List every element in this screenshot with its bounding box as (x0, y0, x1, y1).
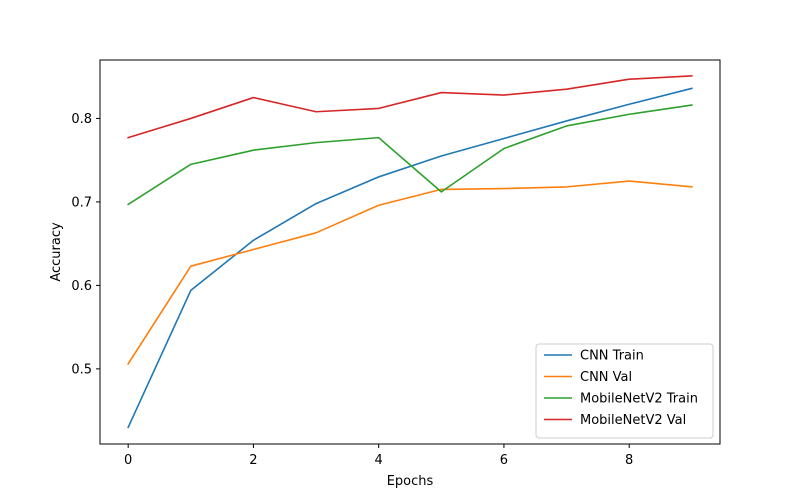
x-axis-ticks: 0 2 4 6 8 (124, 444, 633, 468)
legend-label-0: CNN Train (580, 349, 644, 364)
plot-area-frame (99, 59, 721, 445)
legend: CNN Train CNN Val MobileNetV2 Train MobileN… (535, 343, 714, 439)
x-axis-label: Epochs (387, 474, 434, 489)
y-tick-label: 0.5 (71, 362, 92, 377)
y-tick-label: 0.8 (71, 112, 92, 127)
x-tick-label: 4 (375, 453, 383, 468)
series-line-2 (127, 104, 693, 206)
legend-label-3: MobileNetV2 Val (580, 413, 686, 428)
legend-label-2: MobileNetV2 Train (580, 392, 698, 407)
y-axis-ticks: 0.5 0.6 0.7 0.8 (71, 112, 100, 377)
x-tick-label: 2 (249, 453, 257, 468)
series-line-0 (127, 87, 693, 429)
series-line-3 (127, 75, 693, 139)
y-tick-label: 0.7 (71, 195, 92, 210)
x-tick-label: 0 (124, 453, 132, 468)
x-tick-label: 6 (500, 453, 508, 468)
series-layer (127, 75, 693, 429)
legend-box (535, 343, 714, 439)
series-line-1 (127, 180, 693, 365)
legend-label-1: CNN Val (580, 370, 632, 385)
x-tick-label: 8 (625, 453, 633, 468)
y-axis-label: Accuracy (49, 222, 64, 282)
y-tick-label: 0.6 (71, 279, 92, 294)
